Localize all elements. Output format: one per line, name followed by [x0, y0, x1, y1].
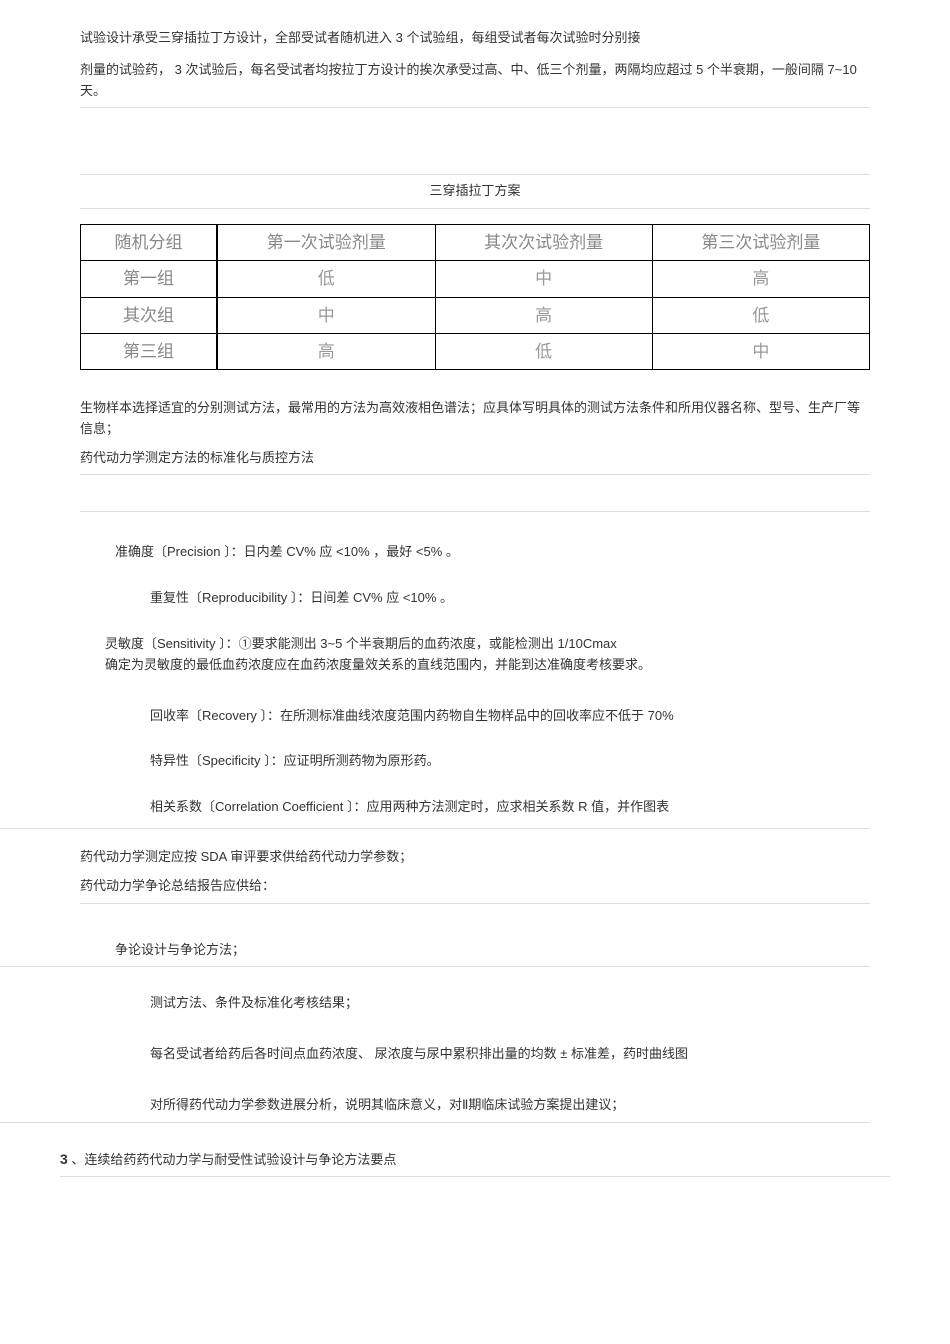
- table-cell: 中: [435, 261, 652, 297]
- table-cell: 低: [435, 333, 652, 369]
- report-item-4: 对所得药代动力学参数进展分析，说明其临床意义，对Ⅱ期临床试验方案提出建议；: [0, 1080, 870, 1123]
- table-header-3: 第三次试验剂量: [652, 225, 869, 261]
- spacer: [0, 512, 950, 527]
- recovery-para: 回收率〔Recovery 〕：在所测标准曲线浓度范围内药物自生物样品中的回收率应…: [0, 691, 950, 742]
- precision-text: 准确度〔Precision 〕：日内差 CV% 应 <10% ，最好 <5% 。: [115, 544, 459, 559]
- pk-text-1: 药代动力学测定应按 SDA 审评要求供给药代动力学参数；: [80, 849, 412, 864]
- report-item-4-text: 对所得药代动力学参数进展分析，说明其临床意义，对Ⅱ期临床试验方案提出建议；: [150, 1097, 624, 1112]
- table-cell: 高: [652, 261, 869, 297]
- sensitivity-text-1: 灵敏度〔Sensitivity 〕：①要求能测出 3~5 个半衰期后的血药浓度，…: [105, 636, 617, 651]
- report-item-1: 争论设计与争论方法；: [0, 925, 870, 968]
- bio-sample-text-1: 生物样本选择适宜的分别测试方法，最常用的方法为高效液相色谱法；应具体写明具体的测…: [80, 400, 860, 436]
- correlation-text: 相关系数〔Correlation Coefficient 〕：应用两种方法测定时…: [150, 799, 669, 814]
- table-header-1: 第一次试验剂量: [217, 225, 435, 261]
- latin-square-table: 随机分组 第一次试验剂量 其次次试验剂量 第三次试验剂量 第一组 低 中 高 其…: [80, 224, 870, 370]
- table-title: 三穿插拉丁方案: [80, 174, 870, 209]
- table-cell: 第一组: [81, 261, 218, 297]
- recovery-text: 回收率〔Recovery 〕：在所测标准曲线浓度范围内药物自生物样品中的回收率应…: [150, 708, 674, 723]
- table-header-2: 其次次试验剂量: [435, 225, 652, 261]
- bio-sample-para-2: 药代动力学测定方法的标准化与质控方法: [80, 440, 870, 476]
- pk-para-2: 药代动力学争论总结报告应供给：: [80, 868, 870, 904]
- intro-text-1: 试验设计承受三穿插拉丁方设计，全部受试者随机进入 3 个试验组，每组受试者每次试…: [80, 30, 640, 45]
- reproducibility-para: 重复性〔Reproducibility 〕：日间差 CV% 应 <10% 。: [0, 573, 950, 624]
- sensitivity-text-2: 确定为灵敏度的最低血药浓度应在血药浓度量效关系的直线范围内，并能到达准确度考核要…: [105, 657, 651, 672]
- spacer: [0, 910, 950, 925]
- table-title-text: 三穿插拉丁方案: [429, 183, 520, 198]
- reproducibility-text: 重复性〔Reproducibility 〕：日间差 CV% 应 <10% 。: [150, 590, 453, 605]
- table-cell: 其次组: [81, 297, 218, 333]
- table-row: 其次组 中 高 低: [81, 297, 870, 333]
- section-3-heading: 3 、连续给药药代动力学与耐受性试验设计与争论方法要点: [60, 1148, 890, 1178]
- correlation-para: 相关系数〔Correlation Coefficient 〕：应用两种方法测定时…: [0, 787, 870, 829]
- report-item-3-text: 每名受试者给药后各时间点血药浓度、 尿浓度与尿中累积排出量的均数 ± 标准差，药…: [150, 1046, 688, 1061]
- table-cell: 中: [652, 333, 869, 369]
- specificity-para: 特异性〔Specificity 〕：应证明所测药物为原形药。: [0, 741, 950, 787]
- table-cell: 高: [217, 333, 435, 369]
- sensitivity-para-1: 灵敏度〔Sensitivity 〕：①要求能测出 3~5 个半衰期后的血药浓度，…: [0, 624, 950, 655]
- section-3-num: 3: [60, 1151, 68, 1167]
- table-header-row: 随机分组 第一次试验剂量 其次次试验剂量 第三次试验剂量: [81, 225, 870, 261]
- intro-para-2: 剂量的试验药， 3 次试验后，每名受试者均按拉丁方设计的挨次承受过高、中、低三个…: [80, 52, 870, 109]
- section-3-title: 、连续给药药代动力学与耐受性试验设计与争论方法要点: [68, 1152, 397, 1167]
- table-cell: 高: [435, 297, 652, 333]
- bio-sample-text-2: 药代动力学测定方法的标准化与质控方法: [80, 450, 314, 465]
- table-cell: 低: [217, 261, 435, 297]
- report-item-3: 每名受试者给药后各时间点血药浓度、 尿浓度与尿中累积排出量的均数 ± 标准差，药…: [0, 1029, 950, 1080]
- sensitivity-para-2: 确定为灵敏度的最低血药浓度应在血药浓度量效关系的直线范围内，并能到达准确度考核要…: [0, 655, 950, 691]
- report-item-1-text: 争论设计与争论方法；: [115, 942, 245, 957]
- specificity-text: 特异性〔Specificity 〕：应证明所测药物为原形药。: [150, 753, 440, 768]
- table-row: 第三组 高 低 中: [81, 333, 870, 369]
- intro-text-2: 剂量的试验药， 3 次试验后，每名受试者均按拉丁方设计的挨次承受过高、中、低三个…: [80, 62, 857, 98]
- table-row: 第一组 低 中 高: [81, 261, 870, 297]
- table-cell: 第三组: [81, 333, 218, 369]
- table-cell: 低: [652, 297, 869, 333]
- pk-text-2: 药代动力学争论总结报告应供给：: [80, 878, 275, 893]
- spacer: [0, 114, 950, 144]
- spacer: [0, 481, 950, 511]
- report-item-2: 测试方法、条件及标准化考核结果；: [0, 973, 950, 1029]
- report-item-2-text: 测试方法、条件及标准化考核结果；: [150, 995, 358, 1010]
- table-cell: 中: [217, 297, 435, 333]
- precision-para: 准确度〔Precision 〕：日内差 CV% 应 <10% ，最好 <5% 。: [0, 527, 950, 573]
- table-header-0: 随机分组: [81, 225, 218, 261]
